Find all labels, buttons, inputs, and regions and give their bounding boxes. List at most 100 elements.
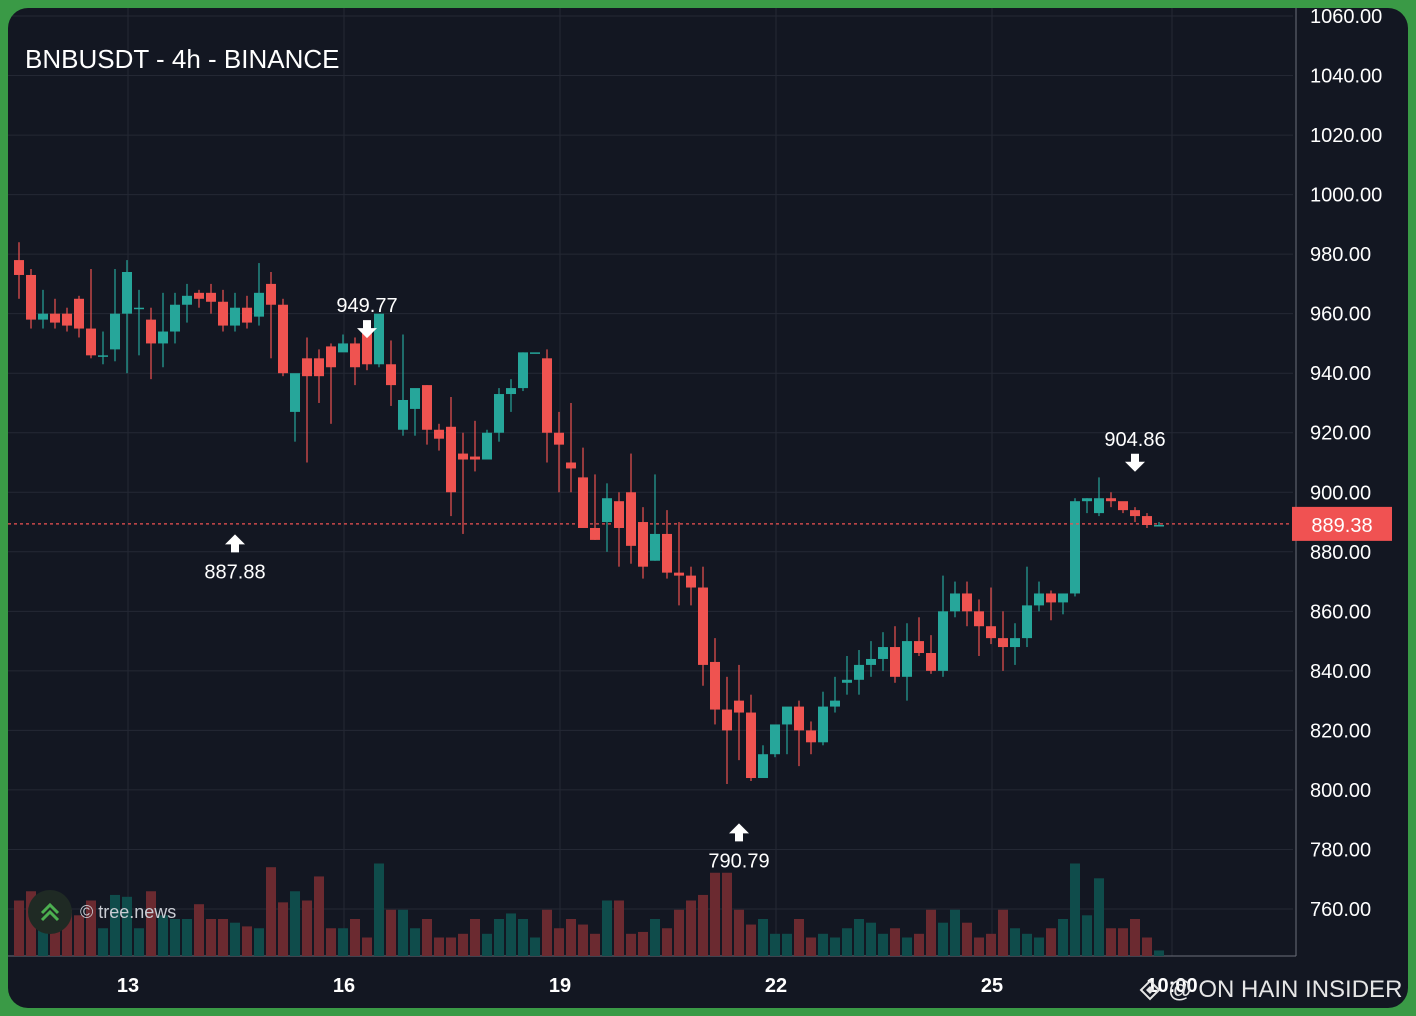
volume-bar bbox=[326, 928, 336, 956]
x-tick-label: 13 bbox=[117, 975, 139, 997]
volume-bar bbox=[926, 909, 936, 956]
candle-body bbox=[110, 313, 120, 350]
down-arrow-icon bbox=[357, 320, 377, 339]
candle-body bbox=[830, 700, 840, 707]
volume-bar bbox=[650, 919, 660, 956]
candle-body bbox=[1022, 605, 1032, 639]
volume-bar bbox=[410, 928, 420, 956]
volume-bar bbox=[986, 933, 996, 956]
candle-body bbox=[230, 307, 240, 326]
candle-body bbox=[506, 388, 516, 395]
binance-diamond-icon bbox=[1139, 979, 1161, 1001]
candle-body bbox=[986, 626, 996, 639]
volume-bar bbox=[842, 928, 852, 956]
volume-bar bbox=[866, 922, 876, 956]
last-price-tag bbox=[1292, 506, 1392, 541]
volume-bar bbox=[770, 933, 780, 956]
candle-body bbox=[374, 313, 384, 365]
candle-body bbox=[770, 724, 780, 755]
volume-bar bbox=[62, 909, 72, 956]
volume-bar bbox=[266, 867, 276, 956]
volume-bar bbox=[242, 926, 252, 956]
y-tick-label: 880.00 bbox=[1310, 542, 1371, 564]
volume-bar bbox=[854, 919, 864, 956]
candle-body bbox=[782, 706, 792, 725]
volume-bar bbox=[1082, 915, 1092, 956]
candle-body bbox=[98, 355, 108, 357]
brand-badge[interactable]: © tree.news bbox=[28, 890, 176, 934]
volume-bar bbox=[386, 909, 396, 956]
volume-bar bbox=[518, 919, 528, 956]
candle-body bbox=[242, 307, 252, 323]
candle-body bbox=[842, 679, 852, 683]
y-tick-label: 820.00 bbox=[1310, 720, 1371, 742]
last-price-label: 889.38 bbox=[1311, 515, 1372, 537]
volume-bar bbox=[506, 913, 516, 956]
candle-body bbox=[566, 462, 576, 469]
volume-bar bbox=[398, 909, 408, 956]
candle-body bbox=[170, 304, 180, 332]
candle-body bbox=[974, 611, 984, 627]
volume-bar bbox=[590, 933, 600, 956]
candle-body bbox=[866, 658, 876, 665]
volume-bar bbox=[170, 919, 180, 956]
candle-body bbox=[794, 706, 804, 731]
candle-body bbox=[854, 664, 864, 680]
volume-bar bbox=[710, 872, 720, 956]
candle-body bbox=[398, 399, 408, 430]
candle-body bbox=[470, 456, 480, 460]
candle-body bbox=[926, 653, 936, 671]
candle-body bbox=[1070, 501, 1080, 594]
volume-bar bbox=[998, 909, 1008, 956]
volume-bar bbox=[1118, 928, 1128, 956]
annotation-label: 887.88 bbox=[204, 561, 265, 583]
candle-body bbox=[662, 533, 672, 573]
candle-body bbox=[578, 477, 588, 528]
volume-bar bbox=[962, 922, 972, 956]
candle-body bbox=[326, 346, 336, 368]
candle-body bbox=[158, 331, 168, 344]
volume-bar bbox=[1154, 950, 1164, 956]
volume-bar bbox=[1010, 928, 1020, 956]
candle-body bbox=[218, 301, 228, 326]
candle-body bbox=[710, 661, 720, 710]
volume-bar bbox=[230, 922, 240, 956]
chart-frame: 1060.00 1040.00 1020.00 1000.00 980.00 960.00… bbox=[8, 8, 1408, 1008]
candle-body bbox=[458, 453, 468, 460]
y-tick-label: 1060.00 bbox=[1310, 8, 1382, 28]
candle-body bbox=[554, 432, 564, 445]
candle-body bbox=[1154, 525, 1164, 527]
y-tick-label: 760.00 bbox=[1310, 899, 1371, 921]
candle-body bbox=[134, 307, 144, 310]
candle-body bbox=[206, 292, 216, 302]
volume-bar bbox=[422, 919, 432, 956]
candle-body bbox=[482, 432, 492, 460]
tree-news-logo-icon bbox=[28, 890, 72, 934]
candle-body bbox=[722, 709, 732, 731]
volume-bar bbox=[638, 931, 648, 956]
x-tick-label: 16 bbox=[333, 975, 355, 997]
volume-bar bbox=[782, 933, 792, 956]
candle-body bbox=[254, 292, 264, 317]
candle-body bbox=[878, 647, 888, 659]
candle-body bbox=[38, 313, 48, 320]
y-tick-label: 1040.00 bbox=[1310, 66, 1382, 88]
y-tick-label: 860.00 bbox=[1310, 601, 1371, 623]
candle-body bbox=[614, 501, 624, 528]
candle-body bbox=[1118, 501, 1128, 511]
candlestick-chart: 1060.00 1040.00 1020.00 1000.00 980.00 960.00… bbox=[8, 8, 1392, 997]
x-tick-label: 19 bbox=[549, 975, 571, 997]
candle-body bbox=[902, 641, 912, 677]
candle-body bbox=[746, 712, 756, 779]
volume-bar bbox=[578, 924, 588, 956]
y-tick-label: 920.00 bbox=[1310, 423, 1371, 445]
candle-body bbox=[1046, 593, 1056, 603]
volume-bar bbox=[458, 933, 468, 956]
candle-body bbox=[410, 388, 420, 409]
volume-bar bbox=[218, 919, 228, 956]
volume-bar bbox=[746, 924, 756, 956]
candle-body bbox=[950, 593, 960, 612]
candle-body bbox=[818, 706, 828, 743]
volume-bar bbox=[974, 937, 984, 956]
volume-bar bbox=[482, 933, 492, 956]
